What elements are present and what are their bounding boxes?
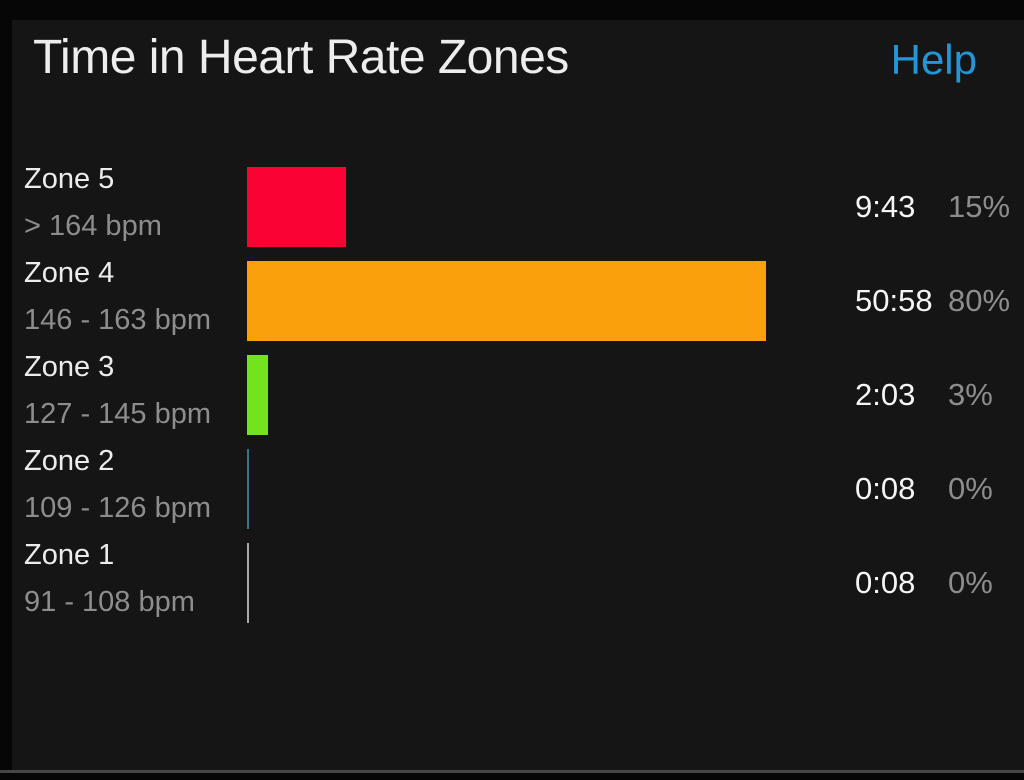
zone3-bar <box>247 355 268 435</box>
zone3-label: Zone 3 <box>24 351 115 383</box>
zone2-time: 0:08 <box>855 471 916 506</box>
zone4-bar <box>247 261 766 341</box>
zone1-range: 91 - 108 bpm <box>24 586 195 618</box>
zone2-percent: 0% <box>948 471 993 506</box>
zone-row-4: Zone 4 146 - 163 bpm 50:58 80% <box>12 257 1024 355</box>
zone-row-1: Zone 1 91 - 108 bpm 0:08 0% <box>12 539 1024 637</box>
zone1-percent: 0% <box>948 565 993 600</box>
zone2-bar <box>247 449 249 529</box>
zone1-label: Zone 1 <box>24 539 115 571</box>
heart-rate-zones-chart: Zone 5 > 164 bpm 9:43 15% Zone 4 146 - 1… <box>12 163 1024 637</box>
zone3-range: 127 - 145 bpm <box>24 398 212 430</box>
zone5-percent: 15% <box>948 189 1011 224</box>
zone-row-2: Zone 2 109 - 126 bpm 0:08 0% <box>12 445 1024 543</box>
zone3-time: 2:03 <box>855 377 916 412</box>
zone5-range: > 164 bpm <box>24 210 162 242</box>
zone3-percent: 3% <box>948 377 993 412</box>
zone4-percent: 80% <box>948 283 1011 318</box>
zone5-label: Zone 5 <box>24 163 115 195</box>
zone4-range: 146 - 163 bpm <box>24 304 212 336</box>
zone4-label: Zone 4 <box>24 257 115 289</box>
heart-rate-zones-card: Time in Heart Rate Zones Help Zone 5 > 1… <box>12 20 1024 770</box>
zone-row-3: Zone 3 127 - 145 bpm 2:03 3% <box>12 351 1024 449</box>
zone5-bar <box>247 167 346 247</box>
zone2-label: Zone 2 <box>24 445 115 477</box>
zone-row-5: Zone 5 > 164 bpm 9:43 15% <box>12 163 1024 261</box>
page-title: Time in Heart Rate Zones <box>33 31 569 84</box>
bottom-divider <box>0 770 1024 773</box>
zone1-time: 0:08 <box>855 565 916 600</box>
zone5-time: 9:43 <box>855 189 916 224</box>
zone4-time: 50:58 <box>855 283 933 318</box>
zone2-range: 109 - 126 bpm <box>24 492 212 524</box>
help-link[interactable]: Help <box>890 36 977 83</box>
zone1-bar <box>247 543 249 623</box>
